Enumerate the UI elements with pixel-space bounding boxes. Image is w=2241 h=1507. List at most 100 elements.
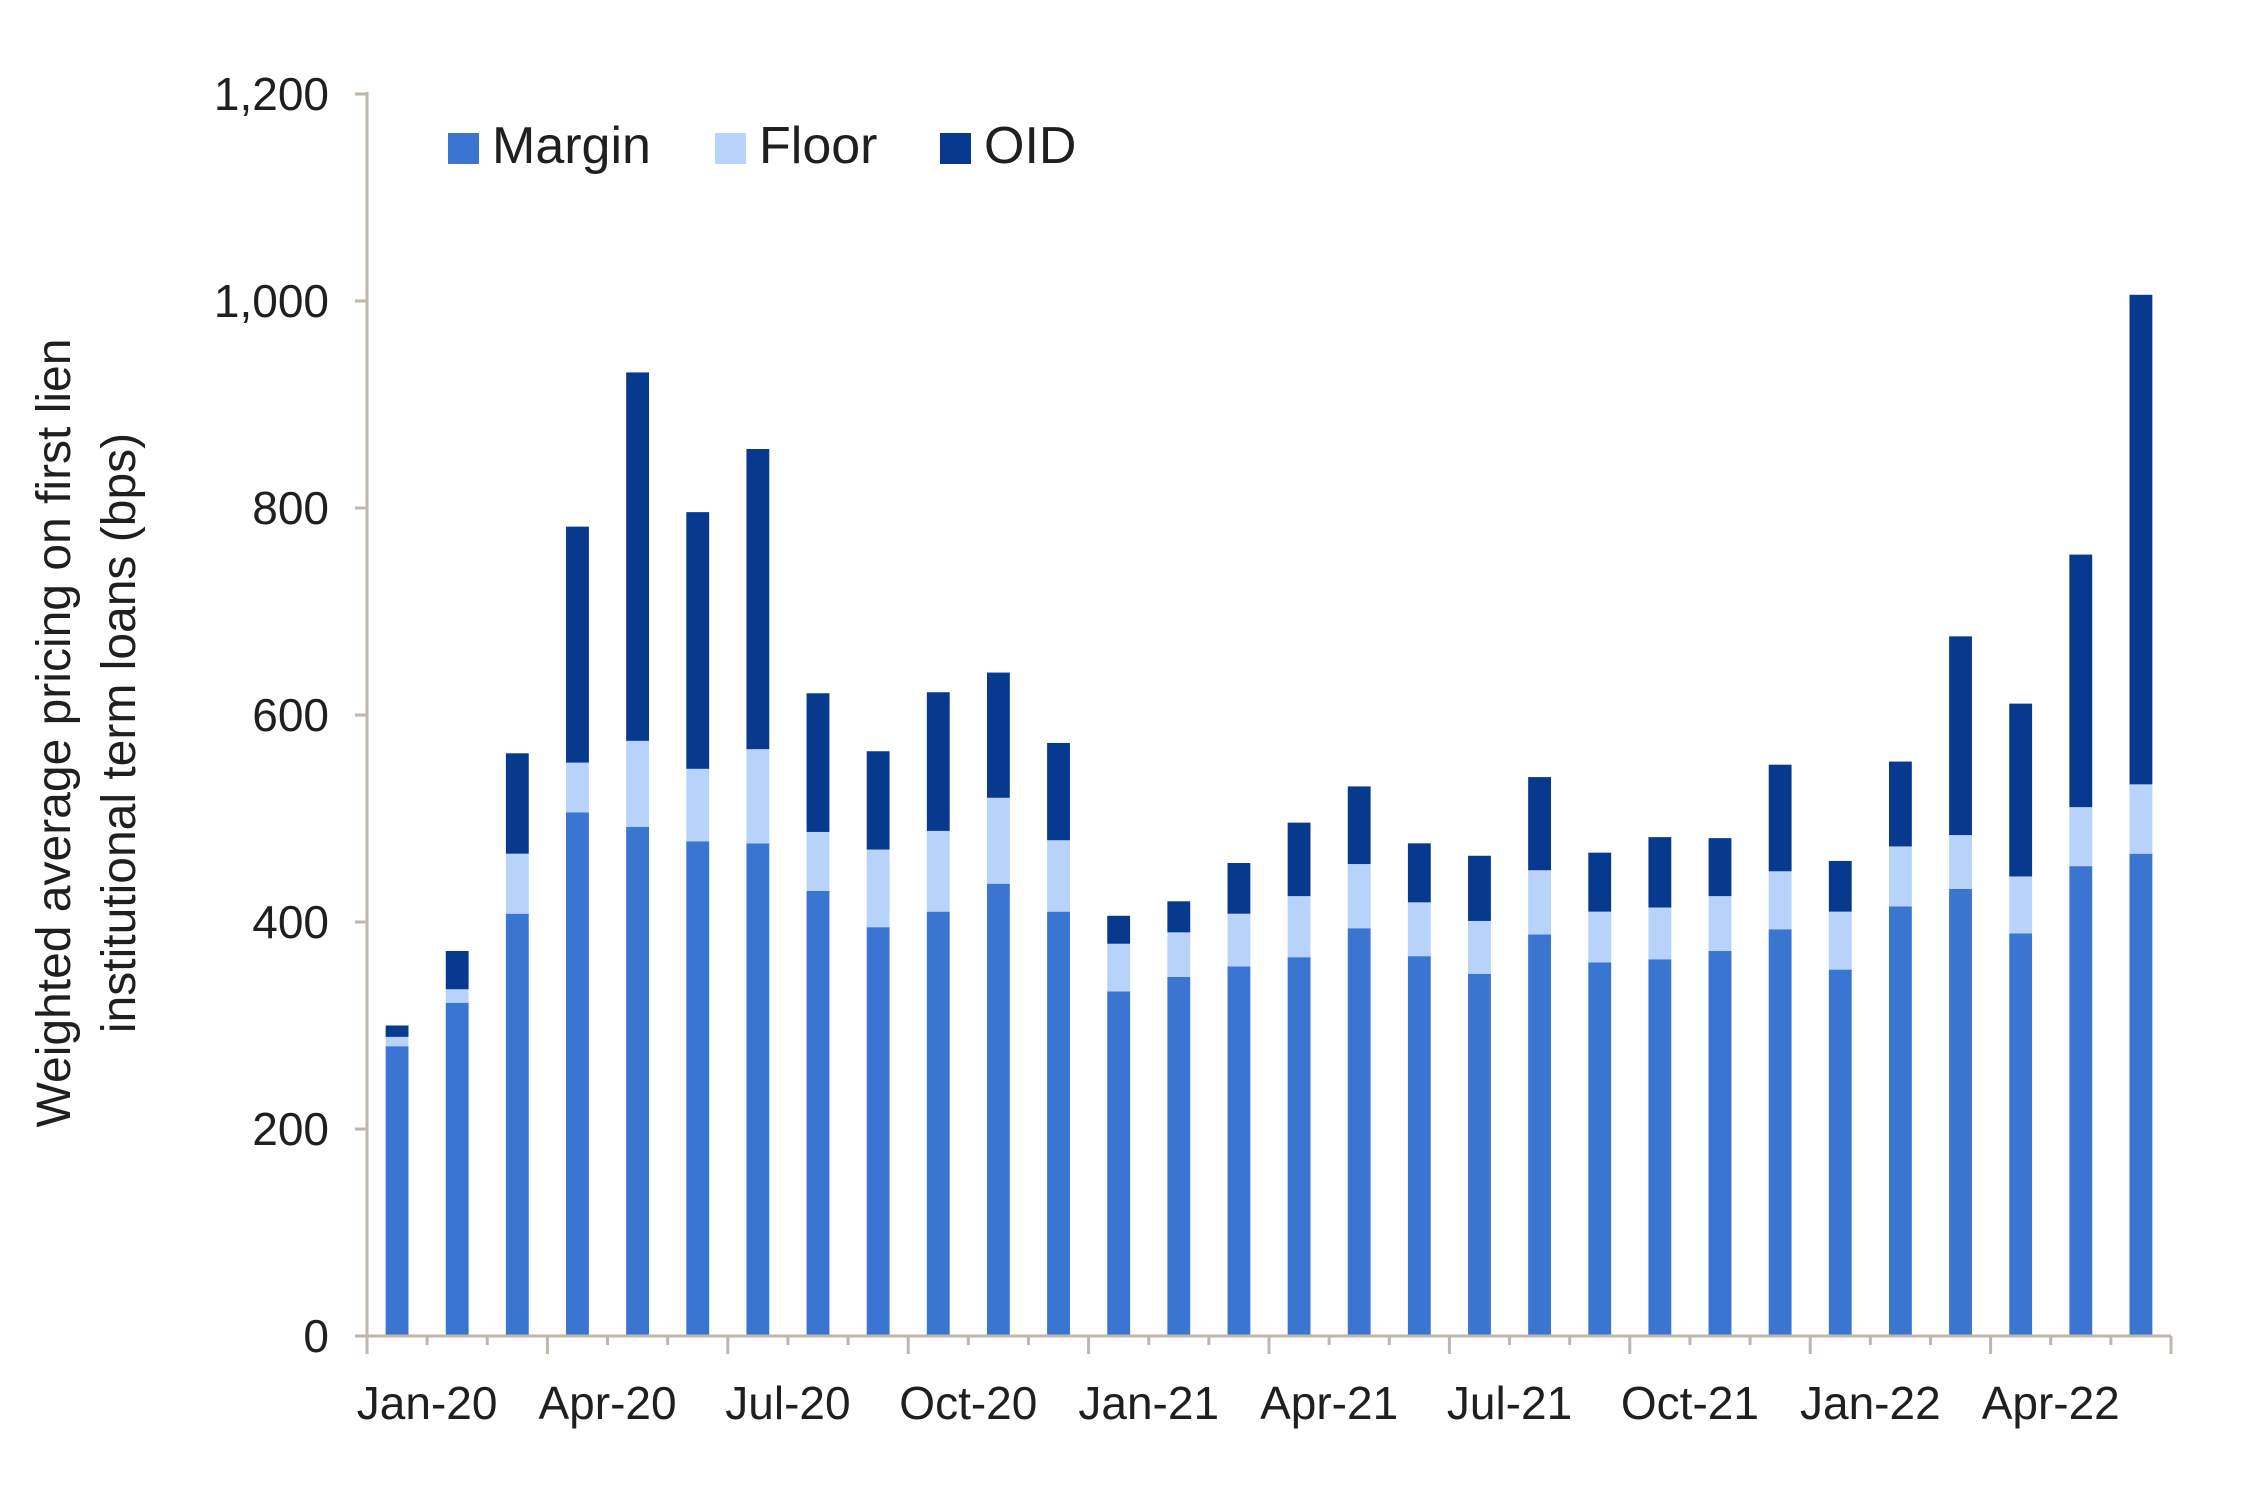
bar-margin-mar-22 (1949, 888, 1972, 1336)
y-tick-label-0: 0 (303, 1310, 329, 1362)
bar-floor-may-20 (626, 740, 650, 827)
bar-oid-feb-20 (445, 950, 469, 990)
x-tick-label-jan-21: Jan-21 (1078, 1377, 1219, 1429)
bar-margin-sep-20 (866, 927, 890, 1336)
bar-floor-dec-20 (1047, 840, 1070, 912)
bar-floor-dec-21 (1768, 871, 1792, 930)
y-tick-label-400: 400 (252, 896, 329, 948)
x-tick-label-apr-22: Apr-22 (1982, 1377, 2120, 1429)
bar-oid-oct-20 (926, 692, 950, 831)
bar-floor-feb-21 (1167, 932, 1191, 977)
x-tick-label-jan-20: Jan-20 (357, 1377, 498, 1429)
bar-margin-jan-21 (1107, 991, 1131, 1336)
bar-oid-feb-22 (1888, 761, 1912, 847)
bar-oid-aug-20 (806, 693, 830, 832)
bar-oid-feb-21 (1167, 901, 1191, 933)
bar-oid-apr-22 (2009, 703, 2033, 877)
x-tick-label-jul-20: Jul-20 (725, 1377, 850, 1429)
bar-floor-jun-22 (2129, 784, 2153, 854)
bar-floor-nov-20 (986, 797, 1010, 884)
bar-floor-jun-20 (686, 768, 710, 842)
bar-oid-dec-20 (1047, 742, 1070, 841)
x-tick-label-jan-22: Jan-22 (1800, 1377, 1941, 1429)
bar-floor-jul-20 (746, 749, 770, 844)
bar-floor-mar-21 (1227, 913, 1251, 967)
bar-floor-jul-21 (1468, 920, 1491, 974)
bar-margin-jun-22 (2129, 853, 2153, 1336)
bar-floor-jan-21 (1107, 943, 1131, 992)
bar-oid-mar-22 (1949, 636, 1972, 836)
bar-floor-apr-22 (2009, 876, 2033, 934)
bar-oid-jul-21 (1468, 855, 1491, 921)
bar-floor-nov-21 (1708, 896, 1732, 951)
x-tick-label-jul-21: Jul-21 (1447, 1377, 1572, 1429)
legend-label-oid: OID (984, 117, 1076, 175)
bar-floor-jan-22 (1828, 911, 1852, 970)
bar-margin-apr-22 (2009, 933, 2033, 1336)
bar-margin-aug-20 (806, 890, 830, 1336)
bar-margin-jul-21 (1468, 973, 1491, 1336)
bar-floor-feb-22 (1888, 846, 1912, 907)
legend: Margin Floor OID (448, 117, 1076, 175)
y-axis-title-line-1: Weighted average pricing on first lien (28, 339, 81, 1128)
bar-oid-jun-21 (1407, 843, 1431, 903)
bar-oid-mar-21 (1227, 863, 1251, 914)
bar-oid-dec-21 (1768, 764, 1792, 872)
bar-floor-sep-21 (1588, 911, 1612, 963)
bar-margin-oct-21 (1648, 959, 1672, 1336)
bar-oid-apr-20 (566, 526, 589, 763)
bar-floor-sep-20 (866, 849, 890, 928)
bar-oid-mar-20 (505, 753, 529, 854)
bar-oid-jan-20 (385, 1025, 409, 1037)
bar-margin-apr-20 (566, 812, 589, 1336)
x-tick-label-apr-21: Apr-21 (1260, 1377, 1398, 1429)
y-tick-label-600: 600 (252, 689, 329, 741)
bar-oid-sep-20 (866, 751, 890, 850)
bar-oid-may-22 (2069, 554, 2093, 808)
bar-margin-jun-21 (1407, 956, 1431, 1336)
bar-margin-mar-20 (505, 913, 529, 1336)
legend-swatch-margin (448, 133, 479, 164)
bar-floor-may-21 (1347, 864, 1371, 929)
bar-floor-may-22 (2069, 807, 2093, 867)
bar-margin-jan-22 (1828, 969, 1852, 1336)
y-tick-label-200: 200 (252, 1103, 329, 1155)
bar-oid-may-21 (1347, 786, 1371, 865)
bar-oid-nov-21 (1708, 838, 1732, 897)
bar-floor-aug-20 (806, 831, 830, 891)
y-axis-ticks: 0 200 400 600 800 1,000 1,200 (214, 68, 367, 1362)
y-tick-label-1200: 1,200 (214, 68, 329, 120)
bar-margin-jan-20 (385, 1046, 409, 1336)
bar-margin-nov-20 (986, 883, 1010, 1336)
bar-margin-may-20 (626, 826, 650, 1336)
x-tick-label-oct-20: Oct-20 (899, 1377, 1037, 1429)
bar-oid-aug-21 (1528, 777, 1552, 871)
bar-margin-feb-22 (1888, 906, 1912, 1336)
bar-margin-mar-21 (1227, 966, 1251, 1336)
bar-floor-oct-20 (926, 830, 950, 912)
bar-oid-nov-20 (986, 672, 1010, 798)
bar-margin-dec-21 (1768, 929, 1792, 1336)
legend-swatch-oid (940, 133, 971, 164)
bar-floor-jan-20 (385, 1036, 409, 1047)
bars (385, 294, 2153, 1336)
bar-margin-jun-20 (686, 841, 710, 1336)
bar-oid-jan-22 (1828, 860, 1852, 912)
bar-floor-oct-21 (1648, 907, 1672, 960)
bar-floor-mar-20 (505, 853, 529, 914)
bar-margin-aug-21 (1528, 934, 1552, 1336)
bar-floor-aug-21 (1528, 870, 1552, 935)
bar-margin-may-21 (1347, 928, 1371, 1336)
bar-floor-feb-20 (445, 989, 469, 1003)
bar-margin-jul-20 (746, 843, 770, 1336)
x-tick-label-apr-20: Apr-20 (538, 1377, 676, 1429)
bar-oid-jan-21 (1107, 915, 1131, 944)
bar-oid-jun-22 (2129, 294, 2153, 785)
bar-margin-feb-20 (445, 1002, 469, 1336)
x-axis-ticks: Jan-20 Apr-20 Jul-20 Oct-20 Jan-21 Apr-21 Jul-… (357, 1336, 2173, 1429)
x-tick-label-oct-21: Oct-21 (1621, 1377, 1759, 1429)
bar-margin-feb-21 (1167, 976, 1191, 1336)
y-axis-title: Weighted average pricing on first lien i… (28, 339, 146, 1128)
bar-floor-apr-20 (566, 762, 589, 813)
legend-label-floor: Floor (759, 117, 877, 175)
